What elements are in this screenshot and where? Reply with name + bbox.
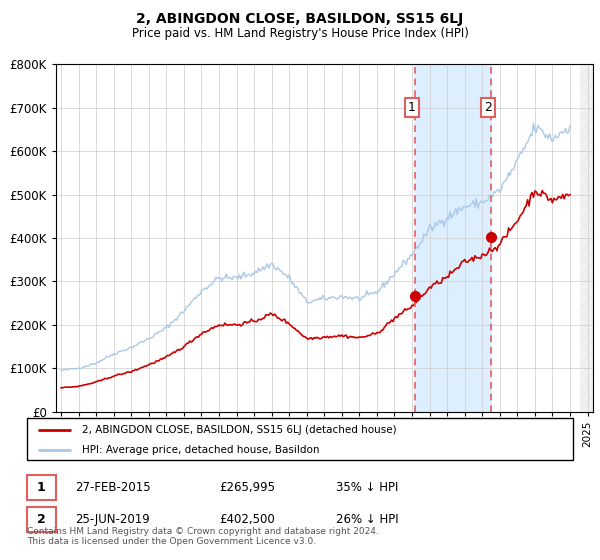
Text: 1: 1 [408, 101, 416, 114]
Text: 1: 1 [37, 480, 46, 494]
Text: Price paid vs. HM Land Registry's House Price Index (HPI): Price paid vs. HM Land Registry's House … [131, 27, 469, 40]
Text: 2, ABINGDON CLOSE, BASILDON, SS15 6LJ (detached house): 2, ABINGDON CLOSE, BASILDON, SS15 6LJ (d… [82, 425, 396, 435]
Text: 2, ABINGDON CLOSE, BASILDON, SS15 6LJ: 2, ABINGDON CLOSE, BASILDON, SS15 6LJ [136, 12, 464, 26]
Text: £402,500: £402,500 [219, 513, 275, 526]
Text: 27-FEB-2015: 27-FEB-2015 [75, 480, 151, 494]
Text: Contains HM Land Registry data © Crown copyright and database right 2024.
This d: Contains HM Land Registry data © Crown c… [27, 526, 379, 546]
Text: HPI: Average price, detached house, Basildon: HPI: Average price, detached house, Basi… [82, 445, 319, 455]
Text: 2: 2 [37, 513, 46, 526]
Text: £265,995: £265,995 [219, 480, 275, 494]
Text: 2: 2 [484, 101, 492, 114]
Text: 26% ↓ HPI: 26% ↓ HPI [336, 513, 398, 526]
Bar [580, 64, 600, 412]
Bar [415, 64, 491, 412]
Text: 25-JUN-2019: 25-JUN-2019 [75, 513, 150, 526]
Text: 35% ↓ HPI: 35% ↓ HPI [336, 480, 398, 494]
FancyBboxPatch shape [27, 418, 573, 460]
